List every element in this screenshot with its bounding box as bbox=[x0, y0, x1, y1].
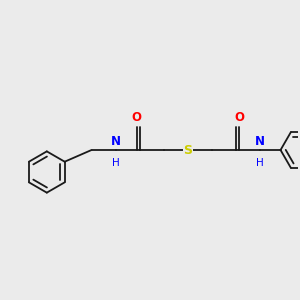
Text: H: H bbox=[256, 158, 264, 168]
Text: O: O bbox=[132, 111, 142, 124]
Text: N: N bbox=[111, 135, 121, 148]
Text: N: N bbox=[255, 135, 265, 148]
Text: H: H bbox=[112, 158, 119, 168]
Text: O: O bbox=[234, 111, 244, 124]
Text: S: S bbox=[183, 143, 192, 157]
